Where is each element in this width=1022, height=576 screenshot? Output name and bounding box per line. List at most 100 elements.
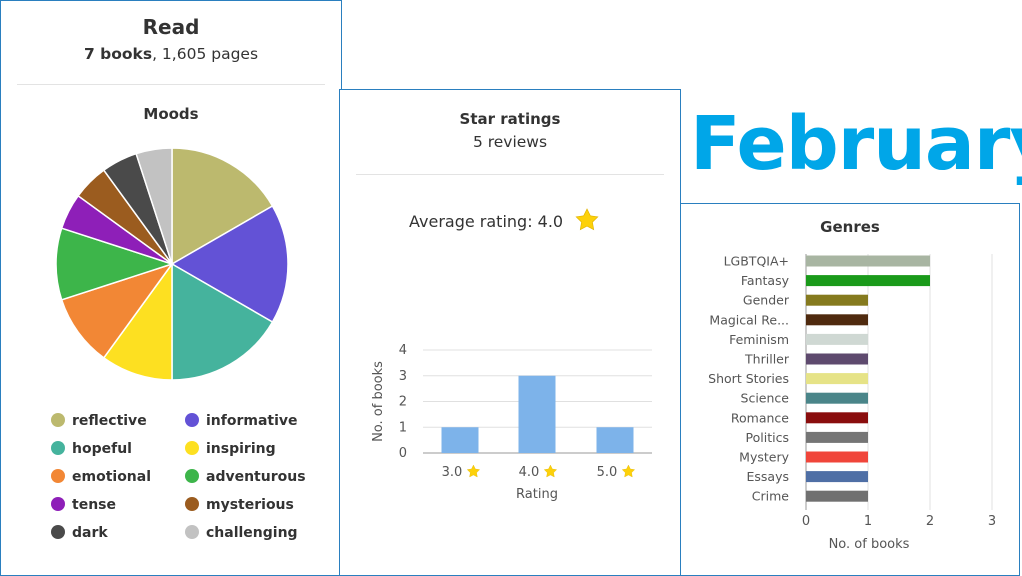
legend-item-dark: dark	[51, 525, 108, 541]
genres-panel: Genres 0 1 2 3 LGBTQIA+ Fantasy Gender Magical …	[680, 203, 1020, 576]
legend-label: dark	[72, 525, 108, 541]
bar-essays	[806, 471, 868, 483]
legend-label: reflective	[72, 413, 147, 429]
bar-crime	[806, 490, 868, 502]
legend-label: mysterious	[206, 497, 294, 513]
x-tick-label: 5.0	[597, 465, 618, 480]
divider	[356, 174, 664, 175]
average-rating: Average rating: 4.0	[409, 207, 600, 233]
read-title: Read	[142, 15, 200, 39]
average-rating-label: Average rating: 4.0	[409, 212, 564, 231]
y-tick-label: 2	[399, 395, 407, 410]
legend-item-adventurous: adventurous	[185, 469, 306, 485]
y-tick-label: Magical Re...	[709, 312, 789, 327]
bar-thriller	[806, 353, 868, 365]
legend-dot	[51, 525, 65, 539]
pie-slice-hopeful	[171, 262, 274, 381]
bar-fantasy	[806, 275, 930, 287]
moods-title: Moods	[143, 105, 199, 123]
y-tick-label: Feminism	[729, 332, 789, 347]
legend-item-emotional: emotional	[51, 469, 151, 485]
star-icon	[543, 464, 558, 478]
divider	[17, 84, 325, 85]
legend-item-hopeful: hopeful	[51, 441, 132, 457]
legend-dot	[185, 441, 199, 455]
legend-label: emotional	[72, 469, 152, 485]
y-tick-label: Politics	[746, 430, 789, 445]
bar-3-0	[441, 427, 479, 453]
legend-item-mysterious: mysterious	[185, 497, 294, 513]
y-tick-label: 0	[399, 446, 407, 461]
legend-dot	[185, 525, 199, 539]
ratings-bar-chart: 0 1 2 3 4 3.0 4.0 5.0 Rating No. of books	[371, 343, 652, 502]
bar-5-0	[596, 427, 634, 453]
bar-magical-re	[806, 314, 868, 326]
genres-bar-chart: 0 1 2 3 LGBTQIA+ Fantasy Gender Magical Re... Fe…	[708, 254, 996, 553]
y-tick-label: 1	[399, 420, 407, 435]
star-icon	[575, 208, 599, 231]
legend-item-challenging: challenging	[185, 525, 298, 541]
legend-dot	[51, 497, 65, 511]
x-tick-label: 1	[864, 514, 872, 529]
y-tick-label: Science	[741, 391, 790, 406]
legend-label: challenging	[206, 525, 298, 541]
y-tick-label: Crime	[752, 489, 790, 504]
x-axis-label: No. of books	[829, 537, 910, 552]
legend-dot	[51, 441, 65, 455]
x-tick-label: 3.0	[442, 465, 463, 480]
legend-dot	[51, 469, 65, 483]
legend-item-reflective: reflective	[51, 413, 147, 429]
star-ratings-title: Star ratings	[459, 110, 561, 128]
star-icon	[621, 464, 636, 478]
x-tick-label: 0	[802, 514, 810, 529]
moods-pie-chart	[55, 147, 289, 381]
legend-item-inspiring: inspiring	[185, 441, 276, 457]
bar-lgbtqia	[806, 255, 930, 267]
y-tick-label: Thriller	[744, 352, 790, 367]
bar-short-stories	[806, 373, 868, 385]
legend-item-tense: tense	[51, 497, 116, 513]
pie-slice-reflective	[171, 147, 274, 266]
y-tick-label: 3	[399, 369, 407, 384]
pie-slice-informative	[170, 204, 289, 324]
read-panel: Read 7 books, 1,605 pages Moods reflecti…	[0, 0, 342, 576]
legend-item-informative: informative	[185, 413, 298, 429]
x-tick-label: 2	[926, 514, 934, 529]
legend-dot	[185, 497, 199, 511]
legend-label: tense	[72, 497, 116, 513]
legend-label: informative	[206, 413, 298, 429]
x-axis-label: Rating	[516, 487, 558, 502]
pie-slice-inspiring	[102, 261, 173, 381]
star-icon	[466, 464, 481, 478]
x-tick-label: 4.0	[519, 465, 540, 480]
bar-mystery	[806, 451, 868, 463]
bar-politics	[806, 431, 868, 443]
pie-slice-challenging	[135, 147, 173, 265]
legend-dot	[185, 469, 199, 483]
month-title: February	[690, 101, 1022, 187]
y-tick-label: 4	[399, 343, 407, 358]
y-tick-label: LGBTQIA+	[724, 254, 789, 269]
y-tick-label: Gender	[743, 293, 790, 308]
y-tick-label: Short Stories	[708, 371, 789, 386]
bar-feminism	[806, 333, 868, 345]
legend-dot	[185, 413, 199, 427]
bar-4-0	[518, 375, 556, 453]
y-tick-label: Mystery	[739, 450, 789, 465]
read-summary: 7 books, 1,605 pages	[1, 45, 341, 63]
pages-count: , 1,605 pages	[152, 45, 259, 63]
y-tick-label: Romance	[731, 410, 789, 425]
legend-label: inspiring	[206, 441, 276, 457]
pie-slice-adventurous	[55, 227, 175, 301]
books-count: 7 books	[83, 45, 153, 63]
bar-science	[806, 392, 868, 404]
y-tick-label: Essays	[747, 469, 790, 484]
genres-title: Genres	[820, 218, 880, 236]
y-axis-label: No. of books	[371, 361, 386, 442]
legend-dot	[51, 413, 65, 427]
pie-slice-emotional	[60, 262, 174, 359]
legend-label: hopeful	[72, 441, 132, 457]
bar-romance	[806, 412, 868, 424]
bar-gender	[806, 294, 868, 306]
x-tick-label: 3	[988, 514, 996, 529]
